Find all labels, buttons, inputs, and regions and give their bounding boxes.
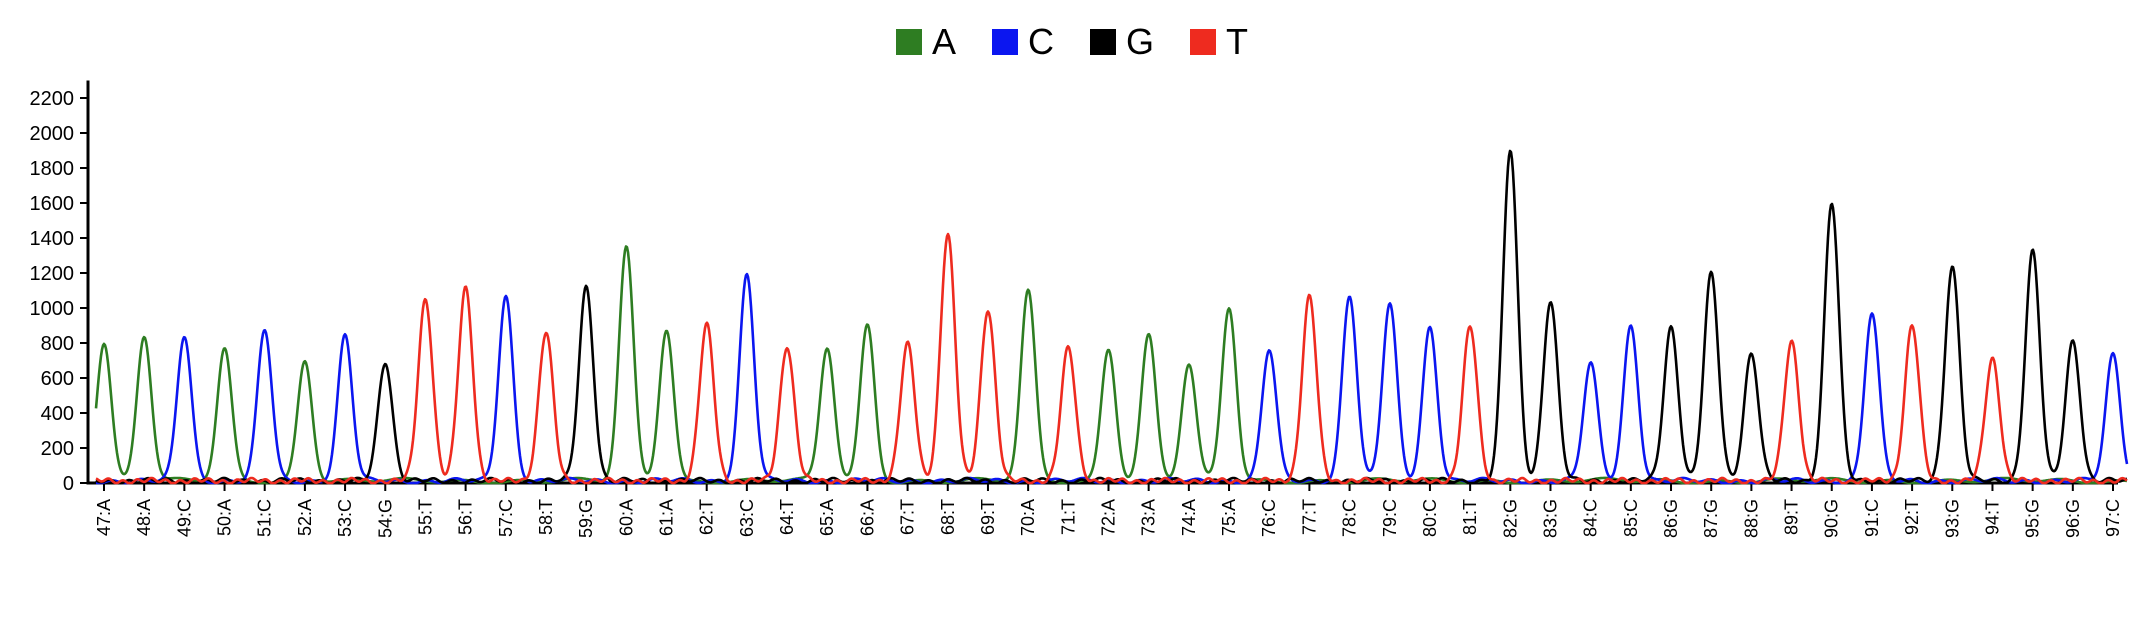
trace-t bbox=[95, 232, 2128, 485]
x-tick-label: 79:C bbox=[1380, 499, 1400, 537]
x-tick-label: 73:A bbox=[1139, 499, 1159, 536]
x-tick-label: 89:T bbox=[1782, 499, 1802, 535]
x-tick-label: 58:T bbox=[536, 499, 556, 535]
x-tick-label: 69:T bbox=[978, 499, 998, 535]
x-tick-label: 90:G bbox=[1822, 499, 1842, 538]
x-tick-label: 87:G bbox=[1701, 499, 1721, 538]
x-tick-label: 86:G bbox=[1661, 499, 1681, 538]
y-tick-label: 2200 bbox=[30, 88, 75, 110]
x-tick-label: 56:T bbox=[456, 499, 476, 535]
legend-swatch-a bbox=[896, 29, 922, 55]
x-tick-label: 83:G bbox=[1540, 499, 1560, 538]
y-tick-label: 400 bbox=[41, 403, 74, 425]
x-tick-label: 49:C bbox=[174, 499, 194, 537]
x-tick-label: 74:A bbox=[1179, 499, 1199, 536]
x-tick-label: 67:T bbox=[898, 499, 918, 535]
legend-swatch-c bbox=[992, 29, 1019, 55]
x-tick-label: 84:C bbox=[1581, 499, 1601, 537]
x-tick-label: 48:A bbox=[134, 499, 154, 536]
x-tick-label: 68:T bbox=[938, 499, 958, 535]
x-tick-label: 78:C bbox=[1340, 499, 1360, 537]
y-tick-label: 1200 bbox=[30, 263, 75, 285]
y-tick-label: 1800 bbox=[30, 158, 75, 180]
x-tick-label: 94:T bbox=[1982, 499, 2002, 535]
y-tick-label: 800 bbox=[41, 333, 74, 355]
y-tick-label: 1000 bbox=[30, 298, 75, 320]
x-tick-label: 54:G bbox=[375, 499, 395, 538]
x-tick-label: 53:C bbox=[335, 499, 355, 537]
x-tick-label: 61:A bbox=[657, 499, 677, 536]
x-tick-label: 55:T bbox=[415, 499, 435, 535]
x-tick-label: 77:T bbox=[1299, 499, 1319, 535]
x-tick-label: 92:T bbox=[1902, 499, 1922, 535]
legend-swatch-g bbox=[1090, 29, 1117, 55]
legend-item-t[interactable]: T bbox=[1190, 24, 1248, 60]
x-tick-label: 76:C bbox=[1259, 499, 1279, 537]
x-tick-label: 82:G bbox=[1500, 499, 1520, 538]
x-tick-label: 51:C bbox=[255, 499, 275, 537]
trace-g bbox=[95, 149, 2128, 485]
x-tick-label: 62:T bbox=[697, 499, 717, 535]
x-tick-label: 70:A bbox=[1018, 499, 1038, 536]
legend-item-a[interactable]: A bbox=[896, 24, 956, 60]
legend-item-c[interactable]: C bbox=[992, 24, 1054, 60]
y-tick-label: 0 bbox=[63, 473, 74, 495]
x-tick-label: 97:C bbox=[2103, 499, 2123, 537]
legend-label-g: G bbox=[1126, 21, 1155, 62]
y-tick-label: 1400 bbox=[30, 228, 75, 250]
x-tick-label: 85:C bbox=[1621, 499, 1641, 537]
x-tick-label: 65:A bbox=[817, 499, 837, 536]
x-tick-label: 91:C bbox=[1862, 499, 1882, 537]
x-tick-label: 95:G bbox=[2023, 499, 2043, 538]
x-tick-label: 96:G bbox=[2063, 499, 2083, 538]
x-tick-label: 80:C bbox=[1420, 499, 1440, 537]
x-tick-label: 57:C bbox=[496, 499, 516, 537]
x-tick-label: 75:A bbox=[1219, 499, 1239, 536]
legend-label-t: T bbox=[1226, 21, 1249, 62]
x-tick-label: 64:T bbox=[777, 499, 797, 535]
x-tick-label: 60:A bbox=[616, 499, 636, 536]
x-tick-label: 59:G bbox=[576, 499, 596, 538]
x-tick-label: 72:A bbox=[1099, 499, 1119, 536]
y-tick-label: 200 bbox=[41, 438, 74, 460]
legend-swatch-t bbox=[1190, 29, 1217, 55]
x-tick-label: 52:A bbox=[295, 499, 315, 536]
y-tick-label: 600 bbox=[41, 368, 74, 390]
x-tick-label: 88:G bbox=[1741, 499, 1761, 538]
x-tick-label: 50:A bbox=[215, 499, 235, 536]
x-tick-label: 47:A bbox=[94, 499, 114, 536]
legend-label-a: A bbox=[932, 21, 957, 62]
x-tick-label: 63:C bbox=[737, 499, 757, 537]
y-tick-label: 2000 bbox=[30, 123, 75, 145]
x-tick-label: 66:A bbox=[857, 499, 877, 536]
x-tick-label: 81:T bbox=[1460, 499, 1480, 535]
chart-legend: A C G T bbox=[896, 24, 1284, 60]
legend-item-g[interactable]: G bbox=[1090, 24, 1154, 60]
x-tick-label: 71:T bbox=[1058, 499, 1078, 535]
x-tick-label: 93:G bbox=[1942, 499, 1962, 538]
legend-label-c: C bbox=[1028, 21, 1055, 62]
y-tick-label: 1600 bbox=[30, 193, 75, 215]
